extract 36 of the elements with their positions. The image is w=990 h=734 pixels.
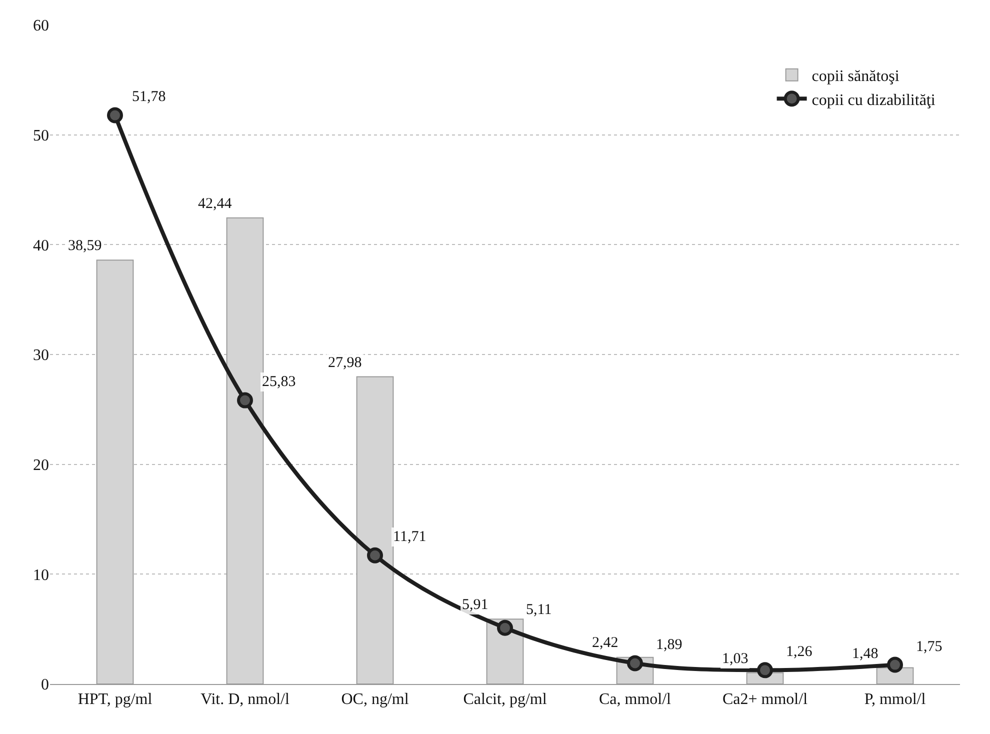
data-label: 51,78 — [132, 89, 166, 105]
data-label: 5,11 — [526, 602, 552, 618]
y-tick-label: 40 — [33, 237, 49, 254]
data-label: 1,03 — [722, 651, 748, 667]
data-label: 25,83 — [262, 374, 296, 390]
data-label: 1,48 — [852, 646, 878, 662]
y-tick-label: 0 — [41, 676, 49, 694]
y-tick-label: 50 — [33, 127, 49, 144]
point — [237, 392, 253, 408]
point — [107, 107, 123, 124]
x-tick-label: Ca, mmol/l — [599, 691, 672, 708]
y-tick-label: 60 — [33, 18, 49, 35]
data-label: 27,98 — [328, 355, 362, 371]
point — [757, 662, 773, 678]
x-tick-label: P, mmol/l — [864, 691, 926, 708]
x-tick-label: OC, ng/ml — [341, 691, 410, 708]
data-label: 1,26 — [786, 644, 813, 660]
y-tick-label: 10 — [33, 566, 49, 584]
data-label: 1,75 — [916, 639, 942, 655]
point — [497, 620, 513, 636]
data-label: 5,91 — [462, 597, 488, 613]
legend-label: copii sănătoşi — [812, 68, 900, 86]
point — [887, 656, 903, 673]
point — [367, 547, 383, 564]
data-label: 42,44 — [198, 196, 232, 212]
data-label: 38,59 — [68, 238, 102, 254]
x-tick-label: HPT, pg/ml — [78, 691, 153, 708]
x-tick-label: Calcit, pg/ml — [463, 691, 548, 708]
x-tick-label: Ca2+ mmol/l — [722, 691, 808, 708]
x-tick-label: Vit. D, nmol/l — [200, 691, 290, 708]
data-label: 2,42 — [592, 635, 618, 651]
data-label: 11,71 — [393, 529, 426, 545]
legend-label: copii cu dizabilităţi — [812, 92, 936, 109]
y-tick-label: 20 — [33, 456, 49, 474]
data-label: 1,89 — [656, 637, 682, 653]
y-tick-label: 30 — [33, 347, 49, 364]
